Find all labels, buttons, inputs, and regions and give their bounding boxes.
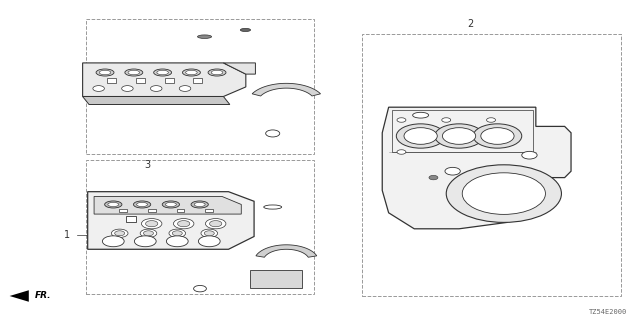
Bar (177, 209, 184, 212)
Bar (86, 19, 314, 154)
Circle shape (205, 219, 226, 229)
Ellipse shape (240, 28, 250, 32)
Circle shape (486, 118, 495, 122)
Bar (136, 78, 145, 83)
Circle shape (177, 220, 190, 227)
Circle shape (93, 86, 104, 92)
Text: FR.: FR. (35, 292, 52, 300)
Circle shape (173, 219, 194, 229)
Circle shape (473, 124, 522, 148)
Circle shape (445, 167, 460, 175)
Ellipse shape (108, 203, 119, 207)
Circle shape (522, 151, 537, 159)
Ellipse shape (165, 203, 177, 207)
Ellipse shape (105, 201, 122, 208)
Ellipse shape (96, 69, 114, 76)
Circle shape (115, 231, 125, 236)
Ellipse shape (413, 112, 429, 118)
Ellipse shape (134, 201, 151, 208)
Ellipse shape (157, 70, 168, 75)
Bar (126, 216, 136, 222)
Circle shape (143, 231, 154, 236)
Circle shape (145, 220, 158, 227)
Circle shape (396, 124, 445, 148)
Circle shape (134, 236, 156, 247)
Circle shape (141, 219, 162, 229)
Bar (86, 160, 314, 294)
Polygon shape (94, 196, 241, 214)
Bar (119, 209, 127, 212)
Bar (164, 78, 173, 83)
Polygon shape (223, 63, 255, 74)
Circle shape (429, 175, 438, 180)
Circle shape (397, 150, 406, 154)
Circle shape (209, 220, 222, 227)
Circle shape (179, 86, 191, 92)
Ellipse shape (99, 70, 111, 75)
Bar (193, 78, 202, 83)
Circle shape (462, 173, 545, 214)
Circle shape (266, 130, 280, 137)
Circle shape (193, 285, 206, 292)
Circle shape (198, 236, 220, 247)
Ellipse shape (128, 70, 140, 75)
Text: 3: 3 (145, 160, 151, 170)
Text: 2: 2 (467, 19, 474, 29)
Ellipse shape (137, 203, 148, 207)
Polygon shape (83, 63, 246, 97)
Ellipse shape (154, 69, 172, 76)
Circle shape (111, 229, 128, 237)
Text: 1: 1 (64, 230, 70, 240)
Text: TZ54E2000: TZ54E2000 (589, 309, 627, 315)
Bar (148, 209, 156, 212)
Circle shape (397, 118, 406, 122)
Circle shape (404, 128, 437, 144)
Ellipse shape (186, 70, 197, 75)
Ellipse shape (211, 70, 223, 75)
Polygon shape (10, 290, 29, 302)
Polygon shape (250, 270, 302, 288)
Bar (107, 78, 116, 83)
Circle shape (442, 128, 476, 144)
Ellipse shape (195, 203, 205, 207)
Circle shape (102, 236, 124, 247)
Circle shape (140, 229, 157, 237)
Circle shape (172, 231, 182, 236)
Ellipse shape (163, 201, 179, 208)
Ellipse shape (208, 69, 226, 76)
Ellipse shape (191, 201, 209, 208)
Bar (205, 209, 213, 212)
Ellipse shape (182, 69, 200, 76)
Circle shape (169, 229, 186, 237)
Ellipse shape (198, 35, 212, 38)
Circle shape (166, 236, 188, 247)
Polygon shape (256, 245, 317, 257)
Polygon shape (382, 107, 571, 229)
Circle shape (150, 86, 162, 92)
Circle shape (446, 165, 561, 222)
Ellipse shape (264, 205, 282, 209)
Circle shape (204, 231, 214, 236)
Circle shape (435, 124, 483, 148)
Polygon shape (88, 192, 254, 249)
Circle shape (442, 118, 451, 122)
Circle shape (201, 229, 218, 237)
Circle shape (122, 86, 133, 92)
Ellipse shape (125, 69, 143, 76)
Polygon shape (252, 83, 321, 96)
Bar (362, 34, 621, 296)
Polygon shape (83, 97, 230, 105)
Circle shape (481, 128, 514, 144)
